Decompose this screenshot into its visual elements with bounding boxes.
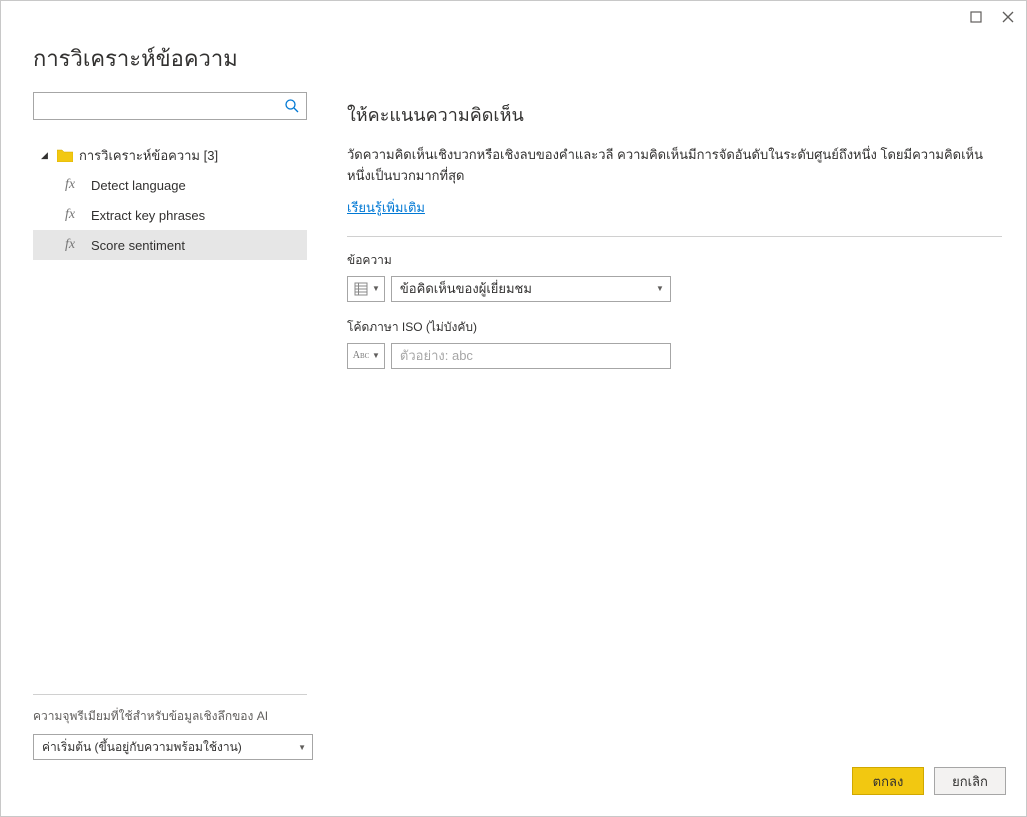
folder-icon [57, 149, 73, 162]
field-text-label: ข้อความ [347, 251, 1002, 270]
expand-icon: ◢ [41, 150, 51, 161]
titlebar [1, 1, 1026, 33]
tree-item-label: Score sentiment [91, 238, 185, 253]
function-tree: ◢ การวิเคราะห์ข้อความ [3] fx Detect lang… [33, 140, 307, 686]
tree-item-detect-language[interactable]: fx Detect language [33, 170, 307, 200]
close-icon [1002, 11, 1014, 23]
capacity-label: ความจุพรีเมียมที่ใช้สำหรับข้อมูลเชิงลึกข… [33, 707, 307, 726]
left-pane: ◢ การวิเคราะห์ข้อความ [3] fx Detect lang… [33, 92, 323, 760]
fx-icon: fx [65, 207, 83, 223]
tree-folder[interactable]: ◢ การวิเคราะห์ข้อความ [3] [33, 140, 307, 170]
dialog-title: การวิเคราะห์ข้อความ [1, 33, 1026, 92]
chevron-down-icon: ▼ [298, 743, 306, 752]
tree-folder-label: การวิเคราะห์ข้อความ [3] [79, 145, 218, 166]
cancel-button-label: ยกเลิก [952, 771, 988, 792]
ok-button[interactable]: ตกลง [852, 767, 924, 795]
field-text: ข้อความ ▼ ข้อคิดเห็นของผู้เยี่ยมชม ▼ [347, 251, 1002, 302]
chevron-down-icon: ▼ [372, 284, 380, 293]
maximize-icon [970, 11, 982, 23]
capacity-section: ความจุพรีเมียมที่ใช้สำหรับข้อมูลเชิงลึกข… [33, 694, 307, 760]
text-type-icon: ABC [352, 348, 370, 364]
search-box[interactable] [33, 92, 307, 120]
capacity-value: ค่าเริ่มต้น (ขึ้นอยู่กับความพร้อมใช้งาน) [42, 738, 242, 757]
close-button[interactable] [998, 7, 1018, 27]
tree-item-label: Extract key phrases [91, 208, 205, 223]
chevron-down-icon: ▼ [372, 351, 380, 360]
search-icon[interactable] [278, 93, 306, 119]
language-type-picker[interactable]: ABC ▼ [347, 343, 385, 369]
text-column-value: ข้อคิดเห็นของผู้เยี่ยมชม [400, 278, 532, 299]
field-language: โค้ดภาษา ISO (ไม่บังคับ) ABC ▼ [347, 318, 1002, 369]
language-code-input[interactable] [391, 343, 671, 369]
ok-button-label: ตกลง [873, 771, 904, 792]
field-language-label: โค้ดภาษา ISO (ไม่บังคับ) [347, 318, 1002, 337]
capacity-select[interactable]: ค่าเริ่มต้น (ขึ้นอยู่กับความพร้อมใช้งาน)… [33, 734, 313, 760]
fx-icon: fx [65, 177, 83, 193]
detail-description: วัดความคิดเห็นเชิงบวกหรือเชิงลบของคำและว… [347, 145, 1002, 187]
content-area: ◢ การวิเคราะห์ข้อความ [3] fx Detect lang… [1, 92, 1026, 760]
tree-item-score-sentiment[interactable]: fx Score sentiment [33, 230, 307, 260]
cancel-button[interactable]: ยกเลิก [934, 767, 1006, 795]
column-icon [352, 281, 370, 297]
text-column-select[interactable]: ข้อคิดเห็นของผู้เยี่ยมชม ▼ [391, 276, 671, 302]
tree-item-label: Detect language [91, 178, 186, 193]
divider [347, 236, 1002, 237]
tree-item-extract-key-phrases[interactable]: fx Extract key phrases [33, 200, 307, 230]
detail-title: ให้คะแนนความคิดเห็น [347, 100, 1002, 129]
learn-more-link[interactable]: เรียนรู้เพิ่มเติม [347, 197, 1002, 218]
dialog-footer: ตกลง ยกเลิก [1, 760, 1026, 816]
fx-icon: fx [65, 237, 83, 253]
text-type-picker[interactable]: ▼ [347, 276, 385, 302]
chevron-down-icon: ▼ [656, 284, 664, 293]
right-pane: ให้คะแนนความคิดเห็น วัดความคิดเห็นเชิงบว… [323, 92, 1002, 760]
maximize-button[interactable] [966, 7, 986, 27]
search-input[interactable] [34, 93, 278, 119]
dialog-window: การวิเคราะห์ข้อความ ◢ การวิเคราะห์ข้อควา… [0, 0, 1027, 817]
